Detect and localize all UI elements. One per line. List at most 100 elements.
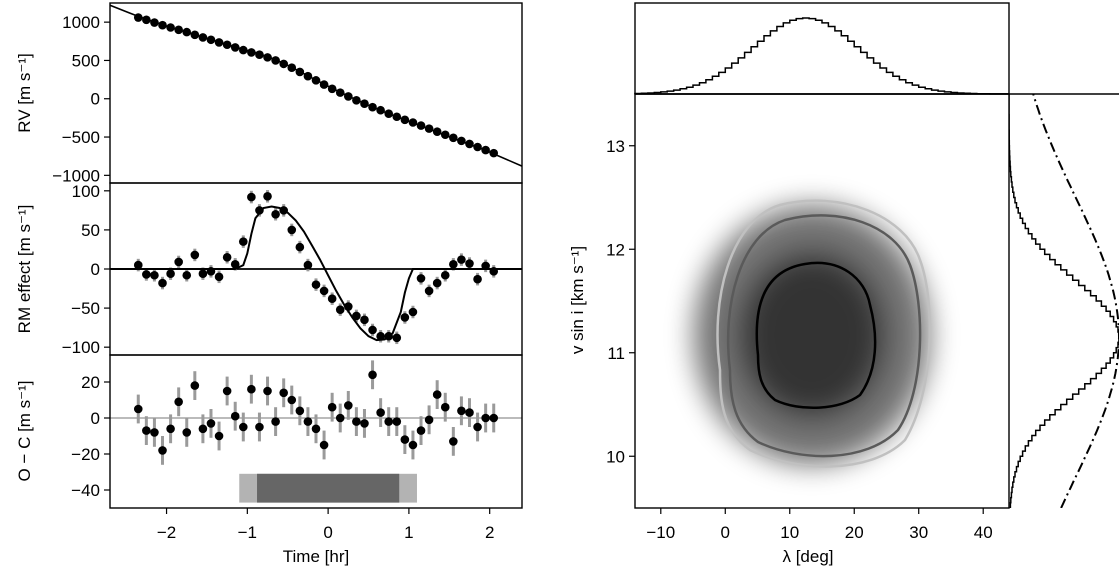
rv-panel: 1000 500 0 −500 −1000 RV [m s⁻¹] (15, 2, 523, 185)
data-point (142, 270, 151, 279)
posterior-panel: 10 11 12 13 −10 0 10 20 30 40 v sin i [km s⁻¹] λ… (568, 93, 1010, 566)
rv-points (133, 13, 499, 158)
time-xlabel: Time [hr] (283, 547, 349, 566)
data-point (400, 435, 410, 444)
ytick-label: −1000 (52, 166, 100, 185)
data-point (150, 428, 159, 437)
rv-model-line (110, 4, 522, 167)
transit-bar (257, 473, 400, 503)
data-point (449, 260, 458, 269)
data-point (368, 325, 377, 335)
oc-panel: 20 0 −20 −40 −2 −1 0 1 2 O − C [m s⁻¹] Time [hr… (15, 354, 523, 566)
data-point (174, 397, 183, 407)
oc-yticks: 20 0 −20 −40 (71, 373, 110, 500)
vsini-histogram (1009, 94, 1119, 508)
data-point (263, 386, 272, 396)
data-point (424, 415, 434, 425)
data-point (303, 417, 313, 426)
ytick-label: 0 (91, 260, 100, 279)
data-point (255, 206, 264, 215)
data-point (303, 260, 313, 270)
vsini-prior-curve (1032, 94, 1119, 508)
data-point (247, 192, 256, 202)
data-point (408, 307, 418, 317)
data-point (158, 446, 167, 455)
data-point (150, 270, 159, 280)
rm-panel: 100 50 0 −50 −100 RM effect [m s⁻¹] (15, 182, 523, 357)
data-point (489, 413, 499, 423)
xtick-label: 0 (323, 523, 332, 542)
data-point (481, 413, 490, 423)
data-point (473, 274, 482, 284)
data-point (432, 278, 442, 288)
xtick-label: −1 (238, 523, 257, 542)
data-point (166, 269, 175, 278)
data-point (384, 417, 394, 426)
data-point (182, 270, 192, 280)
data-point (352, 311, 361, 321)
lambda-marginal-panel (634, 2, 1119, 95)
data-point (166, 424, 175, 434)
ytick-label: 0 (91, 409, 100, 428)
rm-model-line (110, 205, 522, 342)
data-point (238, 422, 248, 432)
data-point (287, 395, 297, 405)
ytick-label: 11 (607, 344, 625, 363)
data-point (376, 408, 385, 417)
data-point (190, 250, 200, 260)
ytick-label: 100 (72, 182, 100, 201)
vsini-marginal-panel (1009, 94, 1119, 508)
data-point (335, 413, 345, 423)
data-point (449, 437, 458, 446)
ytick-label: −50 (71, 299, 100, 318)
data-point (432, 390, 442, 399)
time-xticks: −2 −1 0 1 2 (157, 508, 494, 542)
data-point (214, 272, 224, 282)
data-point (392, 417, 402, 426)
xtick-label: 40 (974, 523, 993, 542)
data-point (319, 440, 329, 450)
data-point (230, 411, 240, 421)
data-point (133, 404, 143, 414)
rm-ylabel: RM effect [m s⁻¹] (15, 205, 34, 334)
rv-ylabel: RV [m s⁻¹] (15, 53, 34, 133)
ytick-label: 13 (606, 137, 625, 156)
data-point (416, 274, 426, 283)
data-point (279, 388, 288, 398)
data-point (457, 255, 466, 264)
data-point (335, 305, 345, 314)
data-point (222, 386, 232, 396)
data-point (352, 417, 361, 426)
data-point (214, 431, 224, 441)
vsini-ylabel: v sin i [km s⁻¹] (568, 246, 587, 354)
data-point (344, 401, 353, 410)
data-point (311, 280, 321, 289)
xtick-label: 2 (485, 523, 494, 542)
data-point (400, 313, 410, 322)
ytick-label: −100 (62, 338, 100, 357)
data-point (295, 242, 305, 252)
data-point (440, 402, 450, 412)
ytick-label: 12 (606, 240, 625, 259)
vsini-yticks: 10 11 12 13 (606, 137, 635, 466)
data-point (457, 406, 466, 416)
contour-middle (726, 214, 922, 458)
data-point (222, 252, 232, 262)
xtick-label: −10 (646, 523, 675, 542)
data-point (271, 209, 280, 219)
rm-yticks: 100 50 0 −50 −100 (62, 182, 110, 357)
data-point (198, 269, 208, 278)
data-point (295, 406, 305, 416)
data-point (255, 422, 264, 432)
ytick-label: 0 (91, 90, 100, 109)
data-point (392, 333, 402, 343)
data-point (440, 270, 450, 280)
data-point (465, 259, 474, 268)
data-point (424, 286, 434, 296)
data-point (327, 402, 337, 412)
xtick-label: −2 (157, 523, 176, 542)
data-point (142, 426, 151, 435)
data-point (473, 422, 482, 432)
contour-inner (755, 261, 877, 409)
